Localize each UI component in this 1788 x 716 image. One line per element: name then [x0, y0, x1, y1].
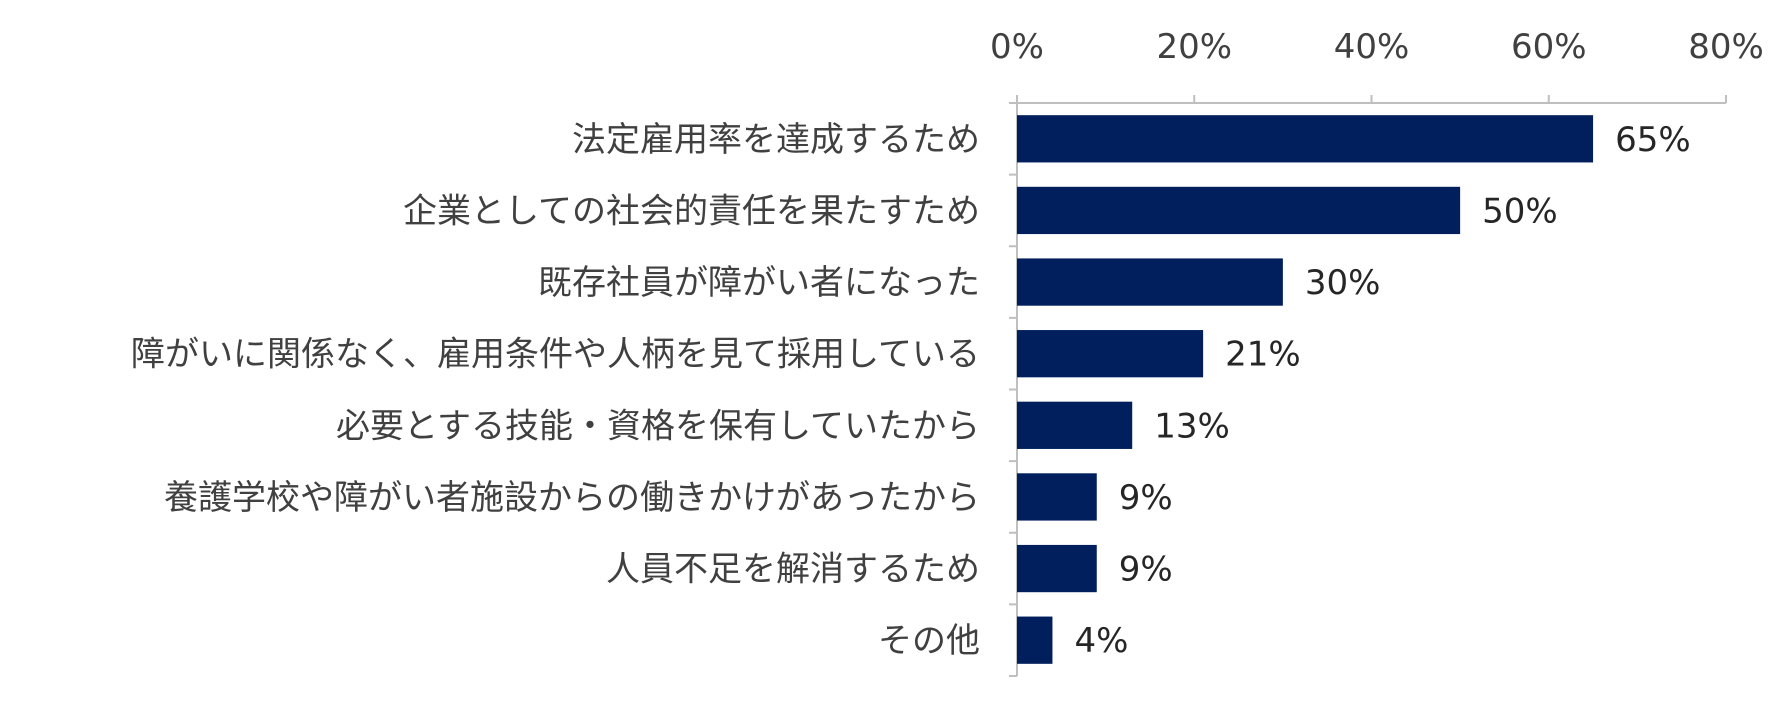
x-tick-label: 20%	[1156, 27, 1232, 67]
bar	[1017, 258, 1283, 306]
x-tick-label: 80%	[1688, 27, 1764, 67]
category-label: その他	[878, 621, 980, 661]
data-label: 30%	[1305, 263, 1381, 303]
data-label: 50%	[1482, 191, 1558, 231]
category-label: 既存社員が障がい者になった	[538, 263, 980, 303]
data-label: 13%	[1154, 406, 1230, 446]
bar	[1017, 115, 1594, 163]
bar	[1017, 330, 1204, 378]
data-labels: 65% 50% 30%21% 13% 9% 9% 4%	[1074, 120, 1690, 661]
category-label: 企業としての社会的責任を果たすため	[403, 191, 980, 231]
x-tick-label: 60%	[1511, 27, 1587, 67]
data-label: 9%	[1119, 550, 1173, 590]
data-label: 21%	[1225, 335, 1301, 375]
data-label: 65%	[1615, 120, 1691, 160]
axis-layer	[1009, 95, 1727, 677]
data-label: 4%	[1074, 621, 1128, 661]
category-label: 人員不足を解消するため	[606, 550, 980, 590]
x-tick-label: 40%	[1334, 27, 1410, 67]
bar	[1017, 186, 1461, 235]
bars	[1017, 115, 1594, 664]
category-label: 法定雇用率を達成するため	[572, 120, 980, 160]
bar	[1017, 616, 1053, 664]
x-tick-labels: 0% 20% 40% 60% 80%	[990, 27, 1764, 67]
bar	[1017, 473, 1097, 521]
bar	[1017, 544, 1097, 593]
category-label: 障がいに関係なく、雇用条件や人柄を見て採用している	[131, 335, 980, 375]
x-tick-label: 0%	[990, 27, 1044, 67]
data-label: 9%	[1119, 478, 1173, 518]
category-label: 必要とする技能・資格を保有していたから	[336, 406, 980, 446]
category-labels: 法定雇用率を達成するため企業としての社会的責任を果たすため既存社員が障がい者にな…	[131, 120, 980, 661]
bar	[1017, 401, 1133, 449]
category-label: 養護学校や障がい者施設からの働きかけがあったから	[164, 478, 980, 518]
